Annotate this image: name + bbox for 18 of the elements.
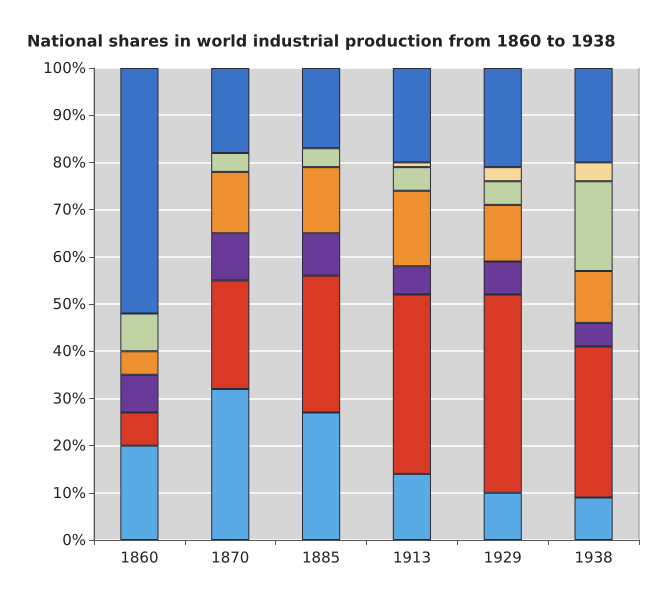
x-tick-label: 1929 (484, 548, 522, 566)
y-tick-label: 80% (52, 153, 86, 172)
y-tick-label: 70% (52, 200, 86, 219)
y-tick-label: 20% (52, 436, 86, 455)
y-tick-label: 90% (52, 106, 86, 124)
x-tick-label: 1860 (120, 548, 159, 566)
y-tick-label: 30% (52, 389, 86, 408)
x-tick-label: 1913 (392, 548, 432, 566)
x-tick-label: 1938 (574, 548, 613, 566)
y-tick-label: 0% (62, 531, 86, 549)
x-tick-label: 1870 (211, 548, 250, 566)
y-tick-label: 60% (52, 248, 86, 266)
x-tick-label: 1885 (302, 548, 340, 566)
y-tick-label: 40% (52, 342, 86, 360)
y-tick-label: 10% (52, 484, 86, 502)
chart-title: National shares in world industrial production from 1860 to 1938 (27, 32, 616, 50)
y-tick-label: 50% (52, 295, 86, 313)
y-tick-label: 100% (43, 59, 86, 77)
